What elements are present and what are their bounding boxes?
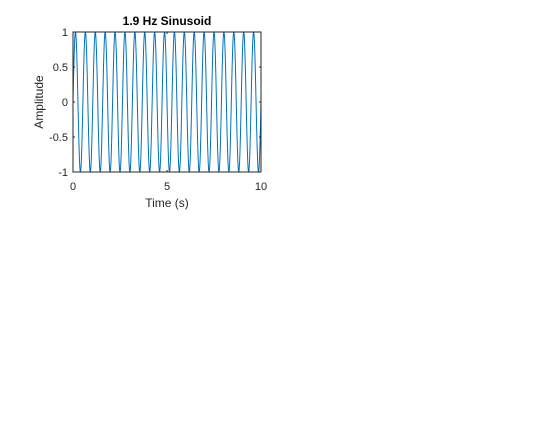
chart-title: 1.9 Hz Sinusoid [123,14,212,28]
series-layer [72,31,262,173]
series-line-0 [72,31,262,173]
y-tick-label: -1 [58,167,68,179]
y-tick-label: 1 [62,27,68,39]
x-tick-label: 5 [164,181,170,193]
x-tick-label: 10 [255,181,267,193]
x-axis-label: Time (s) [145,196,189,210]
x-tick-label: 0 [70,181,76,193]
y-axis-label: Amplitude [32,75,46,129]
ticks-layer: 0 5 10 -1 -0.5 0 0.5 1 [49,27,267,193]
y-tick-label: -0.5 [49,132,68,144]
y-tick-label: 0.5 [53,62,68,74]
y-tick-label: 0 [62,97,68,109]
